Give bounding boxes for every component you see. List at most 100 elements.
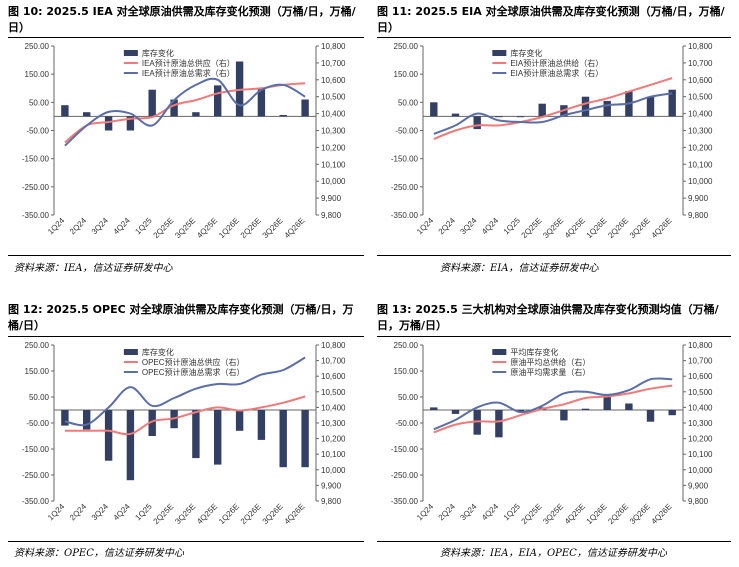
right-tick-label: 9,900	[321, 194, 342, 203]
source-divider	[8, 541, 364, 542]
left-tick-label: -350.00	[391, 497, 419, 506]
legend-swatch	[492, 50, 507, 56]
right-tick-label: 10,800	[688, 341, 713, 350]
left-tick-label: -150.00	[22, 445, 50, 454]
inventory-bar	[83, 112, 91, 117]
x-tick-label: 3Q25E	[173, 216, 197, 240]
x-tick-label: 4Q24	[112, 216, 133, 237]
figure-number: 图 13:	[377, 303, 412, 316]
inventory-bar	[170, 99, 178, 117]
inventory-bar	[516, 116, 525, 118]
legend-label: 平均库存变化	[510, 347, 558, 357]
x-tick-label: 1Q26E	[585, 502, 609, 526]
right-tick-label: 10,600	[688, 372, 713, 381]
right-tick-label: 9,800	[321, 211, 342, 220]
inventory-bar	[538, 103, 546, 117]
chart-2: 250.00 150.00 50.00 -50.00 -150.00 -250.00 -35…	[22, 341, 346, 526]
source-note-3: 资料来源：IEA，EIA，OPEC，信达证券研发中心	[440, 548, 667, 559]
right-tick-label: 10,200	[321, 143, 346, 152]
right-tick-label: 10,200	[321, 435, 346, 444]
right-tick-label: 10,000	[321, 466, 346, 475]
source-note-0: 资料来源：IEA，信达证券研发中心	[14, 263, 173, 274]
x-tick-label: 3Q26E	[261, 216, 285, 240]
left-tick-label: 150.00	[394, 70, 419, 79]
left-tick-label: -50.00	[395, 419, 418, 428]
x-tick-label: 2Q26E	[606, 216, 630, 240]
right-tick-label: 10,100	[688, 160, 713, 169]
left-tick-label: 250.00	[394, 341, 419, 350]
x-tick-label: 3Q24	[458, 216, 479, 237]
inventory-bar	[279, 410, 287, 468]
x-tick-label: 2Q26E	[239, 216, 263, 240]
left-tick-label: 150.00	[394, 367, 419, 376]
right-tick-label: 10,300	[688, 127, 713, 136]
inventory-bar	[430, 102, 438, 117]
legend-label: 原油平均总供给（右）	[510, 357, 590, 367]
left-tick-label: -250.00	[22, 471, 50, 480]
right-tick-label: 10,500	[688, 93, 713, 102]
supply-line	[433, 384, 673, 434]
source-note-2: 资料来源：OPEC，信达证券研发中心	[14, 548, 184, 559]
x-tick-label: 2Q25E	[520, 216, 544, 240]
right-tick-label: 10,600	[321, 372, 346, 381]
inventory-bar	[301, 410, 309, 468]
left-tick-label: 50.00	[398, 393, 419, 402]
x-tick-label: 4Q25E	[563, 216, 587, 240]
left-tick-label: 250.00	[25, 341, 50, 350]
right-tick-label: 9,800	[688, 211, 709, 220]
figure-caption: 2025.5 IEA 对全球原油供需及库存变化预测（万桶/日，万桶/日）	[8, 5, 356, 34]
demand-line	[433, 377, 673, 431]
right-tick-label: 10,100	[688, 450, 713, 459]
right-tick-label: 10,500	[321, 388, 346, 397]
legend-label: EIA预计原油总需求（右）	[510, 68, 603, 78]
chart-1: 250.00 150.00 50.00 -50.00 -150.00 -250.00 -35…	[391, 42, 713, 240]
x-tick-label: 1Q24	[415, 216, 436, 237]
right-tick-label: 10,300	[688, 419, 713, 428]
left-tick-label: -150.00	[22, 155, 50, 164]
left-tick-label: 250.00	[25, 42, 50, 51]
inventory-bar	[603, 100, 611, 117]
supply-line	[64, 395, 306, 436]
x-tick-label: 4Q26E	[283, 502, 307, 526]
x-tick-label: 3Q25E	[541, 216, 565, 240]
inventory-bar	[301, 99, 309, 117]
figure-caption: 2025.5 EIA 对全球原油供需及库存变化预测（万桶/日，万桶/日）	[377, 5, 725, 34]
left-tick-label: 50.00	[398, 98, 419, 107]
chart-0: 250.00 150.00 50.00 -50.00 -150.00 -250.00 -35…	[22, 42, 346, 240]
figure-number: 图 11:	[377, 5, 412, 18]
x-tick-label: 3Q26E	[261, 502, 285, 526]
right-tick-label: 9,900	[688, 194, 709, 203]
left-tick-label: -150.00	[391, 445, 419, 454]
x-tick-label: 2Q24	[437, 502, 458, 523]
x-tick-label: 1Q26E	[585, 216, 609, 240]
x-tick-label: 3Q26E	[628, 502, 652, 526]
legend-label: EIA预计原油总供给（右）	[510, 58, 603, 68]
demand-line	[64, 356, 306, 427]
x-tick-label: 4Q24	[480, 216, 501, 237]
right-tick-label: 10,300	[321, 419, 346, 428]
x-tick-label: 4Q25E	[563, 502, 587, 526]
x-tick-label: 2Q24	[437, 216, 458, 237]
left-tick-label: -50.00	[26, 127, 49, 136]
inventory-bar	[104, 116, 113, 131]
right-tick-label: 10,700	[688, 59, 713, 68]
left-tick-label: -250.00	[391, 183, 419, 192]
x-tick-label: 4Q26E	[650, 216, 674, 240]
x-tick-label: 1Q26E	[217, 502, 241, 526]
inventory-bar	[646, 96, 655, 117]
x-tick-label: 3Q26E	[628, 216, 652, 240]
inventory-bar	[581, 408, 590, 410]
left-tick-label: -350.00	[22, 211, 50, 220]
inventory-bar	[495, 116, 503, 118]
title-divider	[8, 336, 364, 337]
inventory-bar	[451, 113, 460, 117]
right-tick-label: 10,000	[688, 466, 713, 475]
inventory-bar	[235, 410, 244, 431]
inventory-bar	[581, 96, 590, 117]
x-tick-label: 1Q24	[46, 216, 67, 237]
inventory-bar	[214, 85, 222, 117]
inventory-bar	[192, 410, 200, 459]
inventory-bar	[473, 116, 481, 130]
x-tick-label: 2Q25E	[152, 502, 176, 526]
figure-caption: 2025.5 三大机构对全球原油供需及库存变化预测均值（万桶/日，万桶/日）	[377, 303, 719, 332]
